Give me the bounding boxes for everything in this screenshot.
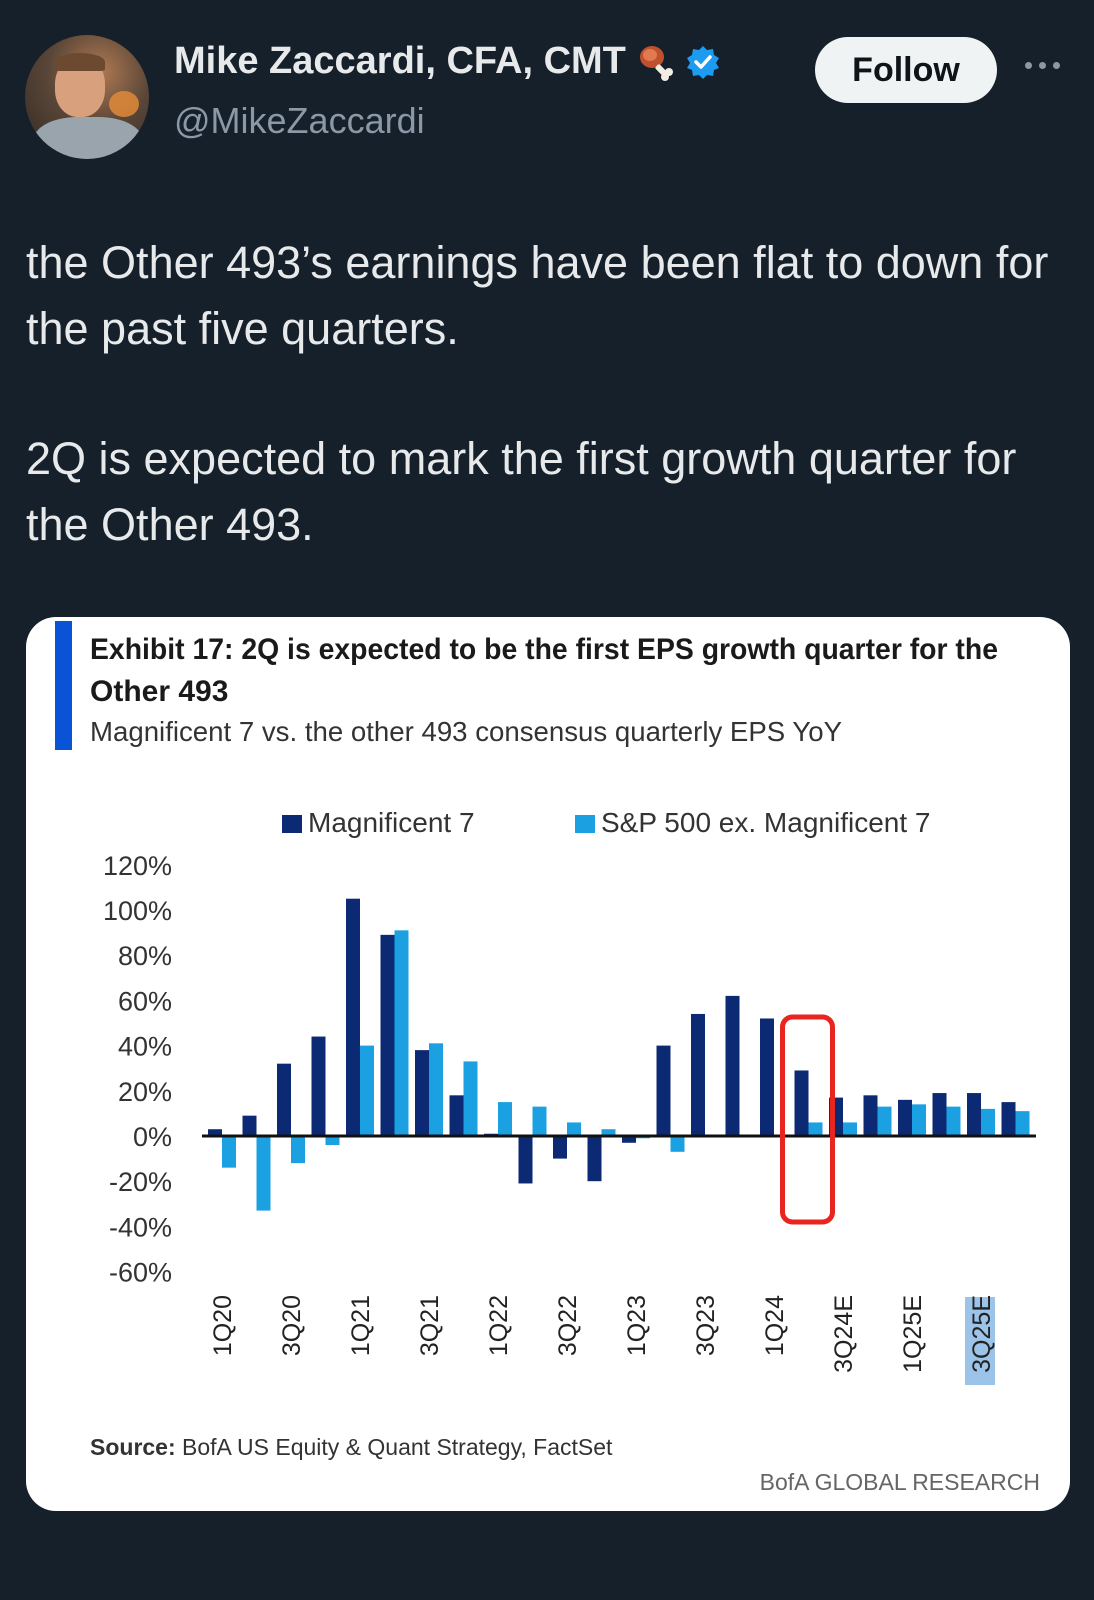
bar-sp500ex-1Q20: [222, 1136, 236, 1168]
bar-mag7-4Q21: [449, 1095, 464, 1136]
avatar[interactable]: [25, 35, 149, 159]
bar-sp500ex-3Q22: [567, 1122, 581, 1136]
tweet-paragraph-2: 2Q is expected to mark the first growth …: [26, 433, 1017, 550]
x-tick-label: 1Q20: [209, 1295, 237, 1356]
bar-sp500ex-2Q24E: [808, 1122, 823, 1136]
exhibit-subtitle: Magnificent 7 vs. the other 493 consensu…: [90, 716, 842, 747]
bar-mag7-4Q22: [587, 1136, 602, 1182]
bar-mag7-3Q25E: [967, 1093, 981, 1136]
bar-mag7-1Q21: [346, 898, 360, 1136]
bar-sp500ex-3Q20: [291, 1136, 305, 1164]
bar-mag7-2Q25E: [932, 1093, 947, 1136]
bar-sp500ex-4Q25E: [1015, 1111, 1030, 1136]
x-axis: 1Q20 3Q20 1Q21 3Q21 1Q22 3Q22 1Q23 3Q23 1Q24 3Q24…: [209, 1295, 996, 1385]
bar-sp500ex-1Q25E: [912, 1104, 926, 1136]
follow-button[interactable]: Follow: [815, 37, 997, 103]
bar-mag7-2Q20: [242, 1115, 257, 1136]
y-tick-label: 80%: [118, 941, 172, 971]
x-tick-label: 1Q25E: [899, 1295, 927, 1373]
y-tick-label: 60%: [118, 986, 172, 1016]
meat-on-bone-icon: [636, 42, 676, 82]
bar-sp500ex-2Q22: [532, 1106, 547, 1136]
source-line: Source: BofA US Equity & Quant Strategy,…: [90, 1434, 613, 1460]
y-tick-label: -60%: [109, 1258, 172, 1288]
bar-sp500ex-4Q21: [463, 1061, 478, 1136]
bar-mag7-2Q21: [380, 934, 395, 1136]
bar-mag7-1Q25E: [898, 1099, 912, 1136]
bar-sp500ex-1Q21: [360, 1045, 374, 1136]
bar-mag7-4Q25E: [1001, 1102, 1016, 1136]
x-tick-label: 1Q22: [485, 1295, 513, 1356]
y-tick-label: 40%: [118, 1032, 172, 1062]
x-tick-label: 3Q25E: [968, 1295, 996, 1373]
y-tick-label: 120%: [103, 851, 172, 881]
chart-image-card[interactable]: Exhibit 17: 2Q is expected to be the fir…: [26, 617, 1070, 1511]
bar-mag7-4Q20: [311, 1036, 326, 1136]
author-name[interactable]: Mike Zaccardi, CFA, CMT: [174, 40, 626, 82]
author-handle[interactable]: @MikeZaccardi: [174, 100, 425, 141]
bar-sp500ex-1Q22: [498, 1102, 512, 1136]
x-tick-label: 3Q22: [554, 1295, 582, 1356]
x-tick-label: 3Q21: [416, 1295, 444, 1356]
avatar-jacket: [33, 117, 143, 159]
bar-mag7-3Q20: [277, 1063, 291, 1136]
bar-sp500ex-2Q21: [394, 930, 409, 1136]
verified-badge-icon[interactable]: [686, 45, 720, 79]
exhibit-title-line-1: Exhibit 17: 2Q is expected to be the fir…: [90, 633, 998, 666]
y-tick-label: -40%: [109, 1212, 172, 1242]
avatar-hair: [55, 53, 105, 71]
tweet-paragraph-1: the Other 493’s earnings have been flat …: [26, 237, 1049, 354]
x-tick-label: 1Q23: [623, 1295, 651, 1356]
selected-tick-highlight: [965, 1297, 995, 1385]
bar-sp500ex-2Q23: [670, 1136, 685, 1152]
x-tick-label: 3Q20: [278, 1295, 306, 1356]
x-tick-label: 1Q24: [761, 1295, 789, 1356]
x-tick-label: 3Q23: [692, 1295, 720, 1356]
bar-mag7-1Q24: [760, 1018, 774, 1136]
chart-bars: [208, 898, 1030, 1211]
bar-sp500ex-3Q25E: [981, 1108, 995, 1136]
bar-mag7-3Q21: [415, 1050, 429, 1136]
legend-label: S&P 500 ex. Magnificent 7: [601, 807, 930, 838]
footer-brand: BofA GLOBAL RESEARCH: [760, 1469, 1040, 1495]
eps-chart: Exhibit 17: 2Q is expected to be the fir…: [55, 621, 1040, 1495]
bar-sp500ex-4Q24E: [877, 1106, 892, 1136]
y-tick-label: 20%: [118, 1077, 172, 1107]
bar-sp500ex-4Q20: [325, 1136, 340, 1146]
y-tick-label: 100%: [103, 896, 172, 926]
more-options-icon[interactable]: [1025, 55, 1085, 75]
y-axis: 120% 100% 80% 60% 40% 20% 0% -20% -40% -60%: [103, 851, 172, 1288]
exhibit-title-line-2: Other 493: [90, 675, 228, 708]
x-tick-label: 3Q24E: [830, 1295, 858, 1373]
exhibit-accent-bar: [55, 621, 72, 750]
bar-sp500ex-2Q20: [256, 1136, 271, 1211]
x-tick-label: 1Q21: [347, 1295, 375, 1356]
source-text: BofA US Equity & Quant Strategy, FactSet: [176, 1434, 613, 1460]
highlight-box-2q24e: [780, 1014, 835, 1225]
y-tick-label: 0%: [133, 1122, 172, 1152]
bar-mag7-1Q23: [622, 1136, 636, 1143]
bar-mag7-2Q23: [656, 1045, 671, 1136]
bar-sp500ex-3Q24E: [843, 1122, 857, 1136]
bar-mag7-4Q24E: [863, 1095, 878, 1136]
y-tick-label: -20%: [109, 1167, 172, 1197]
bar-sp500ex-4Q22: [601, 1129, 616, 1136]
bar-mag7-4Q23: [725, 995, 740, 1136]
avatar-fireplace: [109, 91, 139, 117]
legend-swatch: [575, 815, 595, 833]
bar-mag7-3Q22: [553, 1136, 567, 1159]
source-label: Source:: [90, 1434, 176, 1460]
author-name-row: Mike Zaccardi, CFA, CMT: [174, 40, 720, 83]
legend-label: Magnificent 7: [308, 807, 475, 838]
bar-mag7-1Q20: [208, 1129, 222, 1136]
legend-swatch: [282, 815, 302, 833]
bar-sp500ex-2Q25E: [946, 1106, 961, 1136]
bar-mag7-3Q23: [691, 1013, 705, 1136]
bar-sp500ex-3Q21: [429, 1043, 443, 1136]
bar-mag7-2Q24E: [794, 1070, 809, 1136]
bar-mag7-2Q22: [518, 1136, 533, 1184]
tweet-text: the Other 493’s earnings have been flat …: [26, 230, 1076, 622]
chart-legend: Magnificent 7 S&P 500 ex. Magnificent 7: [282, 807, 930, 838]
